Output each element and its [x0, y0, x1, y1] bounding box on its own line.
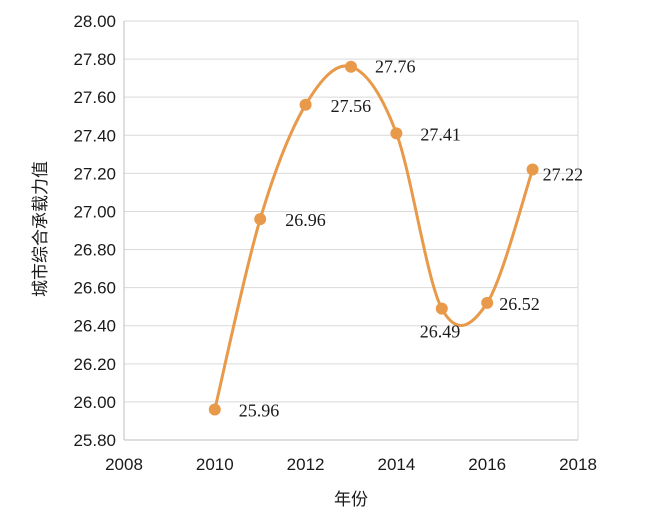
y-axis-title: 城市综合承载力值: [31, 161, 51, 297]
data-label-2011: 26.96: [285, 210, 326, 230]
data-point-2010: [208, 403, 221, 416]
x-tick-label: 2016: [468, 455, 506, 474]
data-label-2017: 27.22: [543, 165, 584, 185]
data-point-2016: [481, 296, 494, 309]
y-tick-label: 26.20: [73, 355, 116, 374]
x-tick-label: 2008: [105, 455, 143, 474]
data-point-2013: [345, 60, 357, 73]
y-tick-label: 26.80: [73, 241, 116, 260]
gridlines: [124, 20, 579, 441]
x-tick-label: 2010: [196, 455, 234, 474]
y-tick-label: 27.00: [73, 202, 116, 221]
data-point-2014: [390, 127, 403, 140]
y-tick-label: 27.80: [73, 50, 116, 69]
x-tick-label: 2014: [377, 455, 415, 474]
y-tick-label: 26.60: [73, 279, 116, 298]
x-axis-tick-labels: 2008 2010 2012 2014 2016 2018: [105, 455, 597, 474]
data-label-2015: 26.49: [420, 322, 461, 342]
data-label-2012: 27.56: [331, 96, 372, 116]
x-tick-label: 2018: [559, 455, 597, 474]
data-label-2014: 27.41: [420, 124, 461, 144]
data-label-2013: 27.76: [375, 57, 416, 77]
series-line: [213, 64, 535, 410]
y-axis-tick-labels: 25.80 26.00 26.20 26.40 26.60 26.80 27.00 27.20…: [73, 12, 116, 450]
data-label-2010: 25.96: [239, 401, 279, 421]
y-tick-label: 27.20: [73, 164, 116, 183]
y-tick-label: 25.80: [73, 431, 116, 450]
data-point-2012: [299, 98, 312, 111]
y-tick-label: 26.00: [73, 393, 116, 412]
data-point-2011: [254, 213, 267, 226]
data-point-2015: [435, 302, 448, 315]
x-axis-title: 年份: [334, 490, 368, 510]
y-tick-label: 28.00: [73, 12, 116, 31]
axes: [123, 21, 578, 441]
data-label-2016: 26.52: [499, 294, 540, 314]
data-point-2017: [526, 163, 539, 176]
y-tick-label: 27.60: [73, 88, 116, 107]
x-tick-label: 2012: [287, 455, 325, 474]
data-points: [208, 60, 539, 416]
y-tick-label: 26.40: [73, 317, 116, 336]
y-tick-label: 27.40: [73, 126, 116, 145]
